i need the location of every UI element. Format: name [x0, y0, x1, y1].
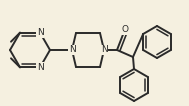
Text: N: N — [37, 63, 43, 72]
Text: O: O — [122, 26, 129, 34]
Text: N: N — [101, 45, 107, 54]
Text: N: N — [37, 28, 43, 37]
Text: N: N — [69, 45, 75, 54]
